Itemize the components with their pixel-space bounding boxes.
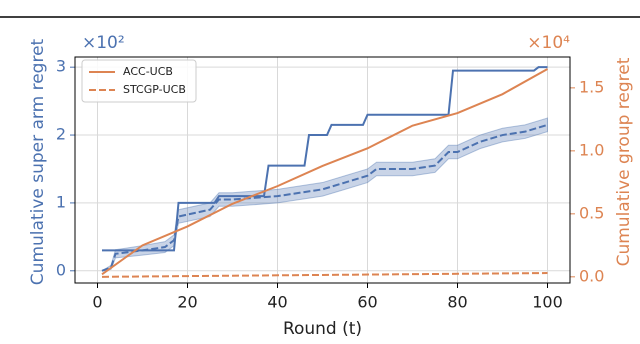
y-tick-label: 2 — [56, 125, 66, 144]
x-tick-label: 20 — [177, 293, 197, 312]
y-tick-label: 0 — [56, 260, 66, 279]
y-multiplier: ×10² — [82, 33, 125, 53]
x-tick-label: 0 — [92, 293, 102, 312]
y2-multiplier: ×10⁴ — [527, 33, 570, 53]
series-line — [101, 68, 548, 276]
y2-tick-label: 0.0 — [579, 266, 604, 285]
y2-tick-label: 1.0 — [579, 140, 604, 159]
legend-label: ACC-UCB — [123, 65, 173, 78]
plot-frame — [74, 56, 571, 284]
series-line — [102, 66, 548, 252]
y-axis-label: Cumulative super arm regret — [28, 38, 48, 285]
x-tick-label: 100 — [532, 293, 563, 312]
y-tick-label: 3 — [56, 57, 66, 76]
x-tick-label: 60 — [357, 293, 377, 312]
error-band — [101, 117, 548, 272]
legend-label: STCGP-UCB — [123, 83, 186, 96]
y2-axis-label: Cumulative group regret — [614, 57, 634, 266]
y2-tick-label: 0.5 — [579, 203, 604, 222]
legend-box — [81, 59, 197, 103]
series-line — [101, 272, 548, 278]
y-tick-label: 1 — [56, 192, 66, 211]
x-tick-label: 80 — [447, 293, 467, 312]
y2-tick-label: 1.5 — [579, 77, 604, 96]
x-axis-label: Round (t) — [283, 319, 362, 339]
legend: ACC-UCB STCGP-UCB — [81, 59, 197, 103]
x-tick-label: 40 — [267, 293, 287, 312]
series-line — [101, 123, 548, 272]
